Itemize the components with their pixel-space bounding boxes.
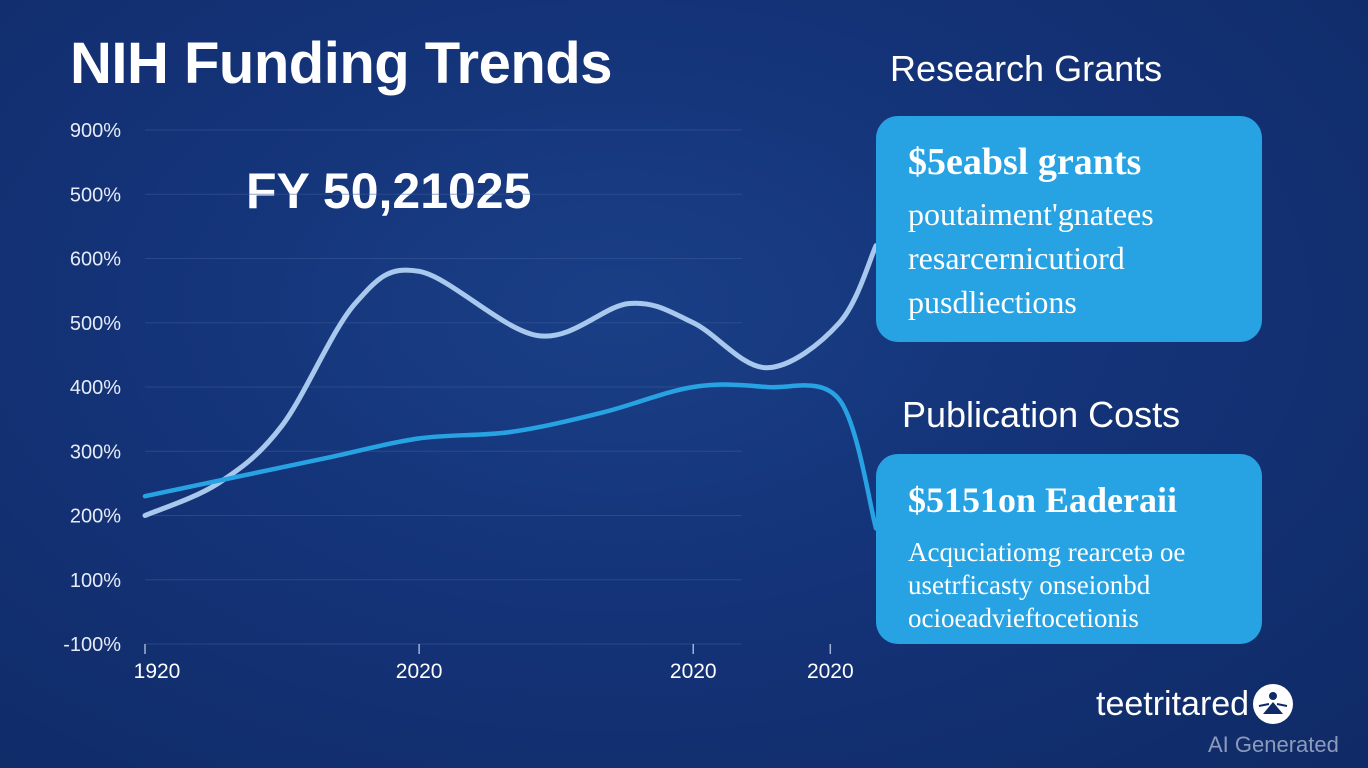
ai-generated-watermark: AI Generated (1208, 732, 1339, 757)
publication-line-2: usetrficasty onseionbd (908, 570, 1151, 600)
publication-costs-title: Publication Costs (902, 394, 1181, 435)
publication-costs-body: Acquciatiomg rearcetə oe usetrficasty on… (908, 536, 1230, 635)
brand-emblem-icon (1253, 684, 1294, 724)
series-line-publication-costs (142, 382, 879, 531)
y-axis-ticks: 900% 500% 600% 500% 400% 300% 200% 100% -100% (63, 120, 121, 656)
research-grants-body: poutaiment'gnatees resarcernicutiord pus… (908, 192, 1230, 324)
series-layer (142, 243, 879, 531)
y-tick-label: 400% (70, 377, 121, 399)
research-line-1: poutaiment'gnatees (908, 196, 1154, 232)
y-tick-label: -100% (63, 634, 121, 656)
research-grants-card: $5eabsl grants poutaiment'gnatees resarc… (876, 116, 1262, 342)
x-tick-label: 1920 (134, 660, 181, 683)
x-axis-ticks: 1920 2020 2020 2020 (134, 644, 854, 683)
publication-line-1: Acquciatiomg rearcetə oe (908, 537, 1186, 567)
publication-line-3: ocioeadvieftocetionis (908, 603, 1139, 633)
fiscal-year-label: FY 50,21025 (246, 163, 532, 219)
publication-costs-headline: $5151on Eaderaii (908, 480, 1178, 520)
y-tick-label: 500% (70, 313, 121, 335)
research-grants-title: Research Grants (890, 48, 1163, 89)
series-line-research-grants (142, 243, 879, 518)
brand-name: teetritared (1096, 684, 1250, 723)
x-tick-label: 2020 (807, 660, 854, 683)
research-grants-headline: $5eabsl grants (908, 141, 1142, 183)
y-tick-label: 500% (70, 184, 121, 206)
y-tick-label: 100% (70, 570, 121, 592)
brand-logo: teetritared (1096, 684, 1294, 724)
y-tick-label: 900% (70, 120, 121, 142)
research-line-2: resarcernicutiord (908, 240, 1125, 276)
publication-costs-card: $5151on Eaderaii Acquciatiomg rearcetə o… (876, 454, 1262, 644)
x-tick-label: 2020 (396, 660, 443, 683)
y-tick-label: 600% (70, 249, 121, 271)
x-tick-label: 2020 (670, 660, 717, 683)
research-line-3: pusdliections (908, 284, 1077, 320)
grid-layer (145, 129, 742, 645)
chart-title: NIH Funding Trends (70, 31, 612, 96)
y-tick-label: 200% (70, 506, 121, 528)
y-tick-label: 300% (70, 441, 121, 463)
